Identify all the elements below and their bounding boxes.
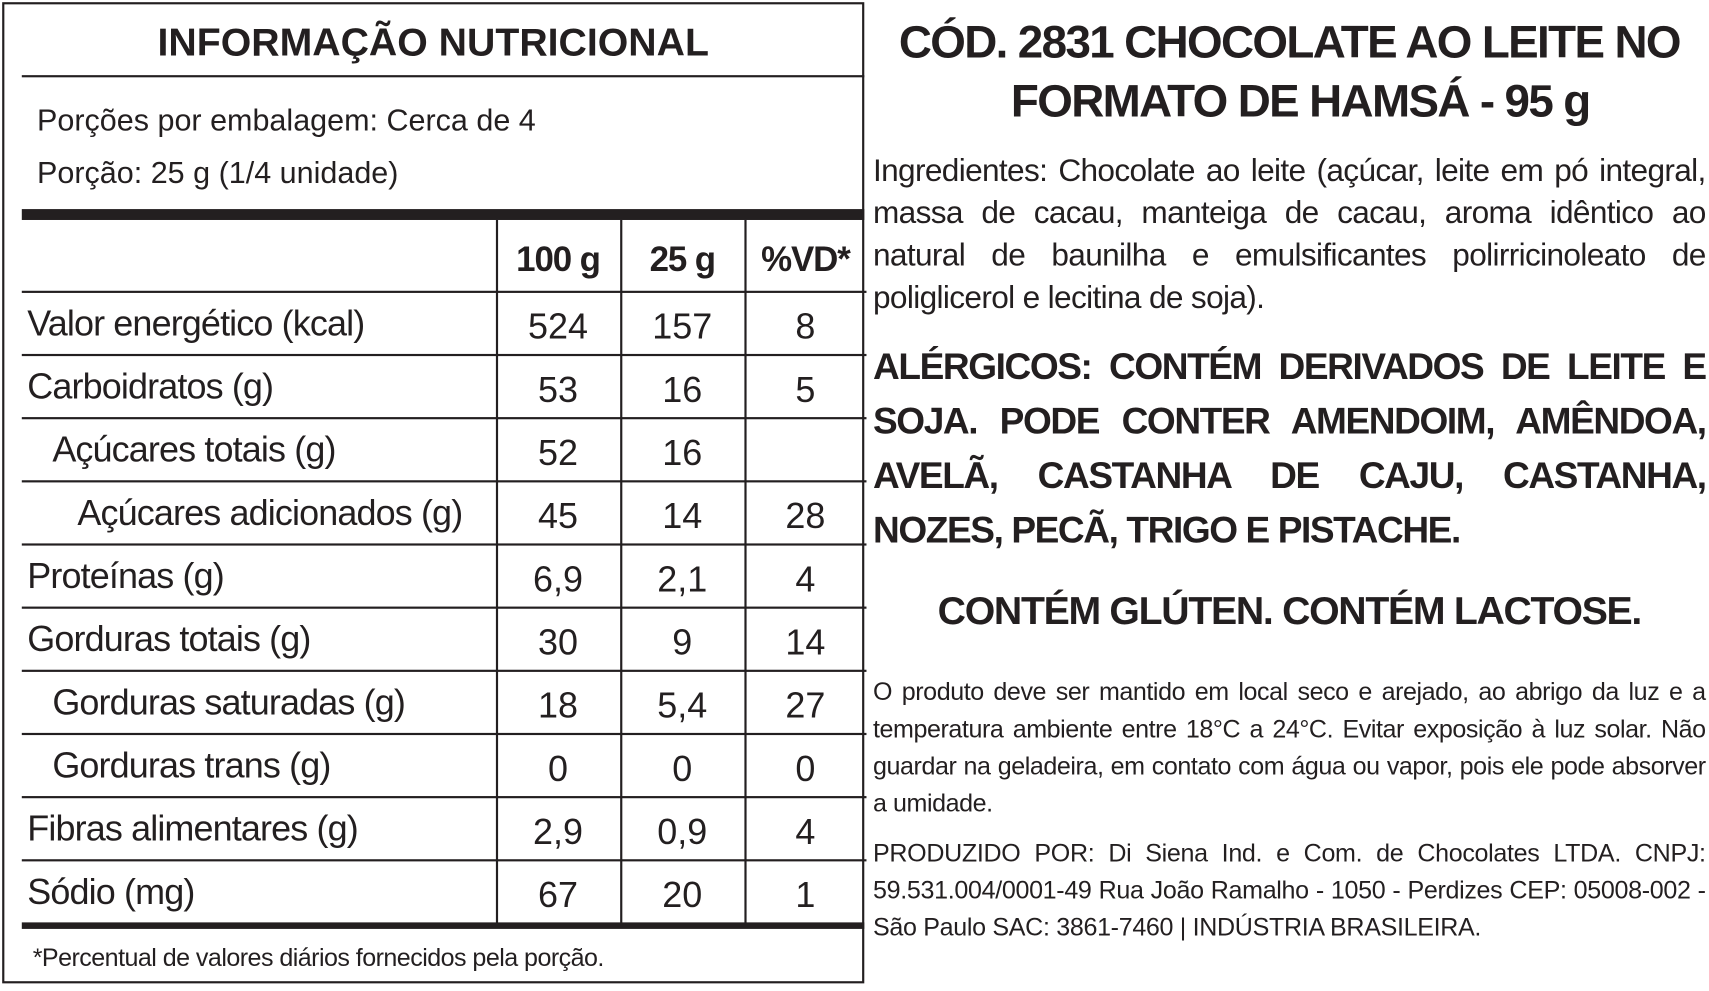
column-rule <box>620 219 623 924</box>
nutrient-value: 4 <box>795 811 816 852</box>
nutrient-value: 14 <box>785 621 826 663</box>
nutrient-value: 16 <box>662 432 703 473</box>
row-rule <box>21 353 867 357</box>
nutrient-value: 5,4 <box>657 684 708 726</box>
nutrient-value: 14 <box>662 495 703 536</box>
nutrient-value: 30 <box>538 621 579 663</box>
column-rule <box>495 219 499 924</box>
nutrient-value: 52 <box>538 432 579 473</box>
nutrient-value: 53 <box>538 369 579 410</box>
nutrient-label: Gorduras saturadas (g) <box>52 681 406 723</box>
storage: O produto deve ser mantido em local seco… <box>873 677 1706 817</box>
nutrient-value: 16 <box>662 369 703 410</box>
ingredients: Ingredientes: Chocolate ao leite (açúcar… <box>873 153 1706 316</box>
thick-rule <box>21 209 865 220</box>
column-header: %VD* <box>761 239 851 279</box>
nutrient-value: 0 <box>672 748 693 789</box>
row-rule <box>21 480 867 483</box>
nutrient-value: 8 <box>795 306 816 347</box>
nutrient-label: Sódio (mg) <box>27 871 195 912</box>
row-rule <box>21 859 867 862</box>
nutrient-value: 524 <box>528 306 589 347</box>
rule <box>21 75 865 78</box>
row-rule <box>21 290 867 293</box>
row-rule <box>21 606 867 609</box>
product-info: CÓD. 2831 CHOCOLATE AO LEITE NO FORMATO … <box>873 0 1707 945</box>
nutrient-value: 18 <box>538 684 579 726</box>
nutrient-value: 27 <box>785 684 826 726</box>
nutrient-value: 28 <box>785 495 826 536</box>
nutrition-table: 100 g 25 g %VD* Valor energético (kcal) 524 1… <box>21 219 867 924</box>
row-rule <box>21 543 867 546</box>
nutrient-label: Proteínas (g) <box>27 555 224 596</box>
serving-line: Porções por embalagem: Cerca de 4 <box>37 103 536 138</box>
row-rule <box>21 732 867 736</box>
nutrient-value: 1 <box>795 874 816 915</box>
row-rule <box>21 796 867 799</box>
nutrient-value: 0,9 <box>657 811 708 852</box>
nutrient-value: 0 <box>795 748 816 789</box>
product-title: FORMATO DE HAMSÁ - 95 g <box>1010 75 1591 127</box>
nutrient-value: 5 <box>795 369 816 410</box>
nutrient-value: 20 <box>662 874 703 915</box>
nutrient-value: 2,9 <box>533 811 584 852</box>
nutrient-label: Carboidratos (g) <box>27 365 274 407</box>
nutrient-value: 2,1 <box>657 558 708 599</box>
thick-rule <box>21 922 865 929</box>
nutrient-label: Valor energético (kcal) <box>27 302 365 344</box>
nutrient-value: 45 <box>538 495 579 536</box>
nutrient-label: Gorduras trans (g) <box>52 744 331 786</box>
column-header: 100 g <box>516 239 601 279</box>
product-title: CÓD. 2831 CHOCOLATE AO LEITE NO <box>898 16 1682 68</box>
nutrient-value: 6,9 <box>533 558 584 599</box>
column-header: 25 g <box>649 239 717 279</box>
nutrient-value: 67 <box>538 874 579 915</box>
gluten-lactose: CONTÉM GLÚTEN. CONTÉM LACTOSE. <box>937 588 1643 633</box>
row-rule <box>21 417 867 420</box>
nutrient-label: Açúcares adicionados (g) <box>77 492 463 533</box>
row-rule <box>21 669 867 672</box>
column-rule <box>744 219 747 924</box>
nutrition-box <box>2 2 865 984</box>
allergens: ALÉRGICOS: CONTÉM DERIVADOS DE LEITE E S… <box>873 346 1707 552</box>
serving-line: Porção: 25 g (1/4 unidade) <box>37 155 399 190</box>
nutrient-value: 157 <box>652 306 713 347</box>
nutrient-value: 0 <box>548 748 569 789</box>
footnote: *Percentual de valores diários fornecido… <box>32 943 605 972</box>
nutrient-value: 4 <box>795 558 816 599</box>
producer: PRODUZIDO POR: Di Siena Ind. e Com. de C… <box>873 838 1706 941</box>
nutrition-title: INFORMAÇÃO NUTRICIONAL <box>157 19 709 65</box>
nutrient-label: Açúcares totais (g) <box>52 429 336 470</box>
nutrient-value: 9 <box>672 621 693 663</box>
nutrient-label: Fibras alimentares (g) <box>27 808 358 849</box>
nutrient-label: Gorduras totais (g) <box>27 618 311 659</box>
